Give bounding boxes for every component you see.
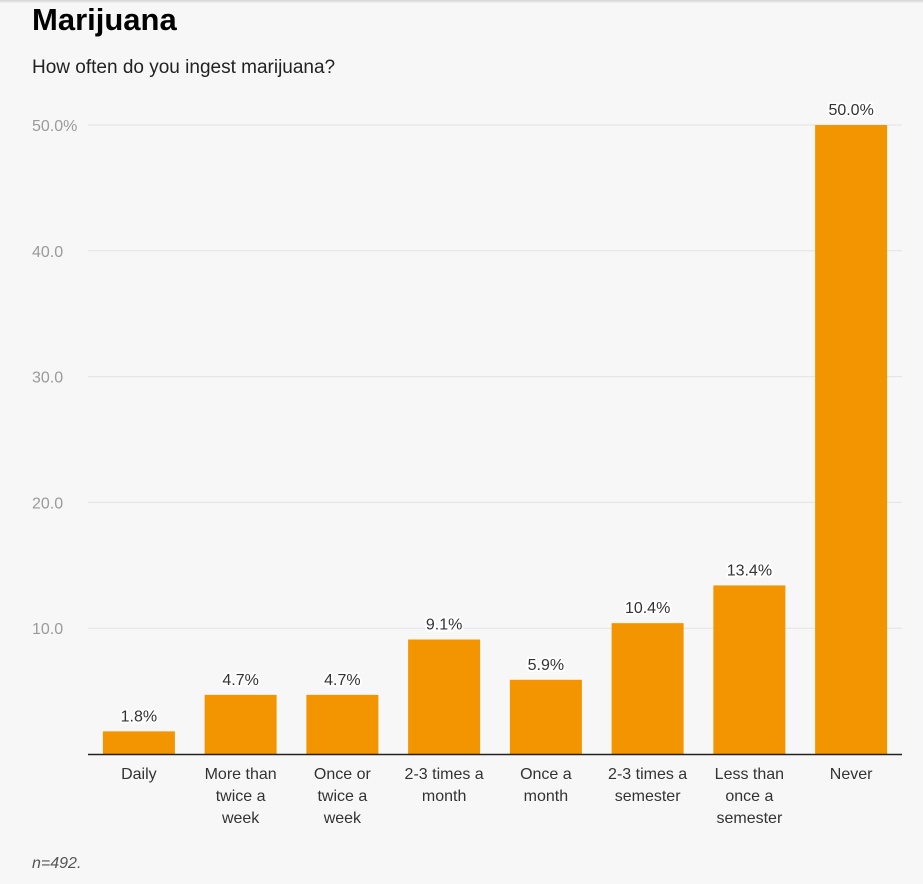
bar xyxy=(815,125,888,754)
data-label: 5.9% xyxy=(528,657,564,674)
x-tick-label: More than xyxy=(205,766,277,783)
y-tick-label: 20.0 xyxy=(32,495,63,512)
y-tick-label: 10.0 xyxy=(32,621,63,638)
x-tick-label: once a xyxy=(725,788,773,805)
x-tick-label: week xyxy=(323,810,362,827)
bar xyxy=(611,623,684,754)
x-tick-label: Less than xyxy=(715,766,784,783)
x-tick-label: week xyxy=(221,810,260,827)
data-label: 50.0% xyxy=(828,102,873,119)
x-tick-label: month xyxy=(524,788,568,805)
bars xyxy=(102,125,888,754)
data-label: 10.4% xyxy=(625,600,670,617)
data-label: 4.7% xyxy=(222,672,258,689)
x-axis-labels: Daily More than twice a week Once or twice a w… xyxy=(121,766,873,827)
sample-size-note: n=492. xyxy=(32,855,82,872)
gridlines xyxy=(88,124,902,629)
x-tick-label: Once or xyxy=(314,766,372,783)
data-label: 13.4% xyxy=(727,562,772,579)
bar xyxy=(408,639,481,754)
y-tick-label: 40.0 xyxy=(32,244,63,261)
x-tick-label: semester xyxy=(615,788,681,805)
x-tick-label: 2-3 times a xyxy=(608,766,687,783)
data-label: 1.8% xyxy=(121,708,157,725)
y-tick-label: 30.0 xyxy=(32,370,63,387)
data-label: 9.1% xyxy=(426,617,462,634)
data-labels: 1.8% 4.7% 4.7% 9.1% 5.9% 10.4% 13.4% 50.0% xyxy=(119,100,876,727)
top-divider xyxy=(0,0,923,3)
y-tick-label: 50.0% xyxy=(32,118,77,135)
bar xyxy=(713,585,786,754)
x-tick-label: Never xyxy=(830,766,873,783)
x-tick-label: twice a xyxy=(317,788,367,805)
x-tick-label: Once a xyxy=(520,766,572,783)
x-tick-label: month xyxy=(422,788,466,805)
bar xyxy=(306,694,379,754)
x-tick-label: semester xyxy=(716,810,782,827)
data-label: 4.7% xyxy=(324,672,360,689)
y-axis-ticks: 10.0 20.0 30.0 40.0 50.0% xyxy=(32,118,77,638)
x-tick-label: 2-3 times a xyxy=(405,766,484,783)
x-tick-label: Daily xyxy=(121,766,157,783)
chart-subtitle: How often do you ingest marijuana? xyxy=(32,57,336,78)
x-tick-label: twice a xyxy=(216,788,266,805)
bar xyxy=(102,731,175,754)
chart-title: Marijuana xyxy=(32,2,177,37)
bar xyxy=(509,679,582,754)
bar xyxy=(204,694,277,754)
